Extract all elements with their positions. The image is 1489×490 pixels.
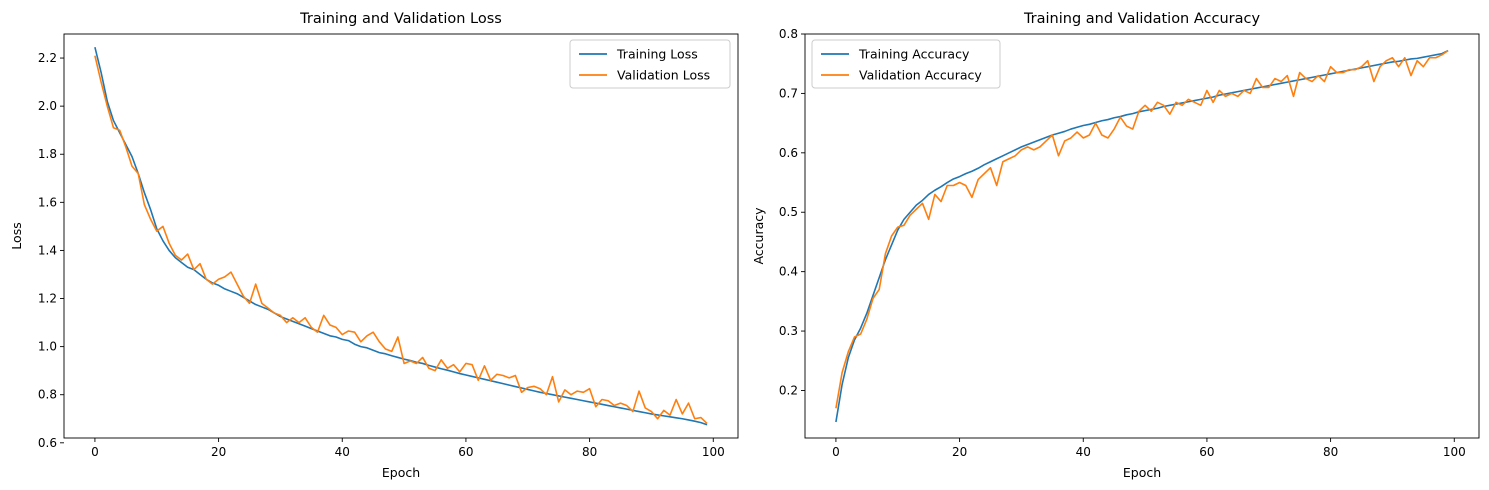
y-tick-label: 0.6 [779, 146, 798, 160]
series-line-training-accuracy [835, 49, 1449, 423]
y-tick-label: 0.4 [779, 265, 798, 279]
y-tick-label: 0.8 [38, 388, 57, 402]
accuracy-legend: Training Accuracy Validation Accuracy [811, 39, 1001, 89]
x-tick-label: 40 [1076, 445, 1091, 459]
legend-box [811, 39, 1001, 89]
accuracy-axes-frame [804, 33, 1480, 439]
x-tick-label: 20 [952, 445, 967, 459]
y-tick-label: 1.2 [38, 292, 57, 306]
y-tick-label: 0.5 [779, 205, 798, 219]
series-line-validation-accuracy [835, 49, 1449, 409]
y-tick-label: 0.7 [779, 86, 798, 100]
y-tick-label: 1.0 [38, 340, 57, 354]
x-axis-label: Epoch [382, 465, 420, 480]
y-tick-label: 1.8 [38, 147, 57, 161]
series-line-training-loss [94, 47, 708, 426]
x-tick-label: 60 [1199, 445, 1214, 459]
x-tick-label: 0 [91, 445, 99, 459]
y-axis-label: Accuracy [751, 207, 766, 265]
loss-series-group [94, 47, 708, 426]
x-tick-label: 100 [702, 445, 725, 459]
loss-chart-title: Training and Validation Loss [299, 11, 502, 27]
legend-entry-label: Training Accuracy [858, 47, 970, 62]
x-tick-label: 100 [1443, 445, 1466, 459]
y-tick-label: 0.6 [38, 436, 57, 450]
loss-chart: Training and Validation Loss 0 20 40 60 80 100… [9, 11, 739, 480]
y-axis-label: Loss [9, 222, 24, 249]
x-tick-label: 40 [335, 445, 350, 459]
accuracy-series-group [835, 49, 1449, 423]
y-tick-label: 2.2 [38, 51, 57, 65]
y-tick-label: 0.2 [779, 383, 798, 397]
x-tick-label: 0 [832, 445, 840, 459]
y-tick-label: 1.4 [38, 243, 57, 257]
x-axis-label: Epoch [1123, 465, 1161, 480]
x-tick-label: 20 [211, 445, 226, 459]
accuracy-chart: Training and Validation Accuracy 0 20 40 60 8… [751, 11, 1480, 480]
x-tick-label: 60 [458, 445, 473, 459]
accuracy-chart-title: Training and Validation Accuracy [1023, 11, 1261, 27]
legend-entry-label: Validation Loss [617, 68, 710, 83]
x-tick-label: 80 [1323, 445, 1338, 459]
y-tick-label: 2.0 [38, 99, 57, 113]
legend-entry-label: Validation Accuracy [859, 68, 982, 83]
loss-legend: Training Loss Validation Loss [569, 39, 731, 89]
legend-entry-label: Training Loss [616, 47, 698, 62]
y-tick-label: 1.6 [38, 195, 57, 209]
legend-box [569, 39, 731, 89]
y-tick-label: 0.8 [779, 27, 798, 41]
series-line-validation-loss [94, 55, 708, 425]
x-tick-label: 80 [582, 445, 597, 459]
loss-axes-frame [63, 33, 739, 439]
y-tick-label: 0.3 [779, 324, 798, 338]
